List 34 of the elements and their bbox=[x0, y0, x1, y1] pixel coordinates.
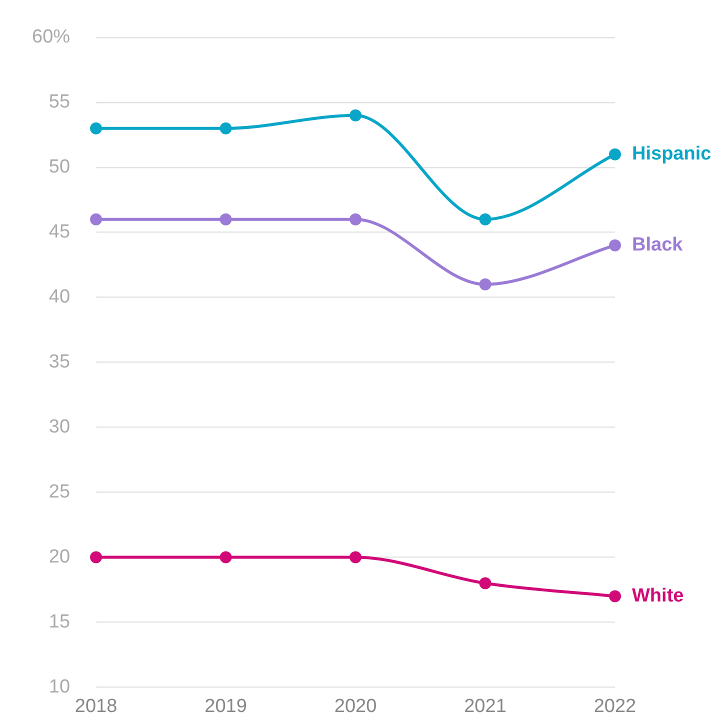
point bbox=[220, 551, 232, 564]
point bbox=[609, 590, 621, 602]
point bbox=[220, 213, 232, 226]
series-label: White bbox=[632, 585, 684, 606]
x-tick-label: 2022 bbox=[594, 696, 636, 717]
y-tick-label: 35 bbox=[48, 352, 70, 373]
y-tick-label: 60% bbox=[32, 26, 70, 48]
x-tick-label: 2019 bbox=[204, 696, 247, 717]
point bbox=[90, 213, 102, 226]
series-label: Hispanic bbox=[632, 144, 712, 165]
x-tick-label: 2018 bbox=[74, 696, 118, 717]
x-tick-label: 2021 bbox=[464, 696, 506, 717]
point bbox=[90, 122, 102, 134]
point bbox=[609, 239, 621, 252]
point bbox=[609, 148, 621, 160]
y-tick-label: 15 bbox=[48, 611, 70, 632]
point bbox=[90, 551, 102, 564]
y-tick-label: 20 bbox=[48, 546, 70, 568]
y-tick-label: 50 bbox=[48, 156, 70, 178]
point bbox=[479, 213, 492, 226]
point bbox=[350, 109, 362, 122]
point bbox=[479, 278, 492, 290]
point bbox=[479, 577, 492, 590]
y-tick-label: 55 bbox=[48, 92, 70, 113]
x-tick-label: 2020 bbox=[334, 696, 377, 717]
point bbox=[350, 551, 362, 564]
point bbox=[350, 213, 362, 226]
point bbox=[220, 122, 232, 134]
y-tick-label: 10 bbox=[48, 676, 70, 698]
y-tick-label: 25 bbox=[48, 481, 70, 502]
series-label: Black bbox=[632, 234, 684, 256]
y-tick-label: 30 bbox=[48, 416, 70, 438]
y-tick-label: 40 bbox=[48, 286, 70, 308]
y-tick-label: 45 bbox=[48, 222, 70, 243]
